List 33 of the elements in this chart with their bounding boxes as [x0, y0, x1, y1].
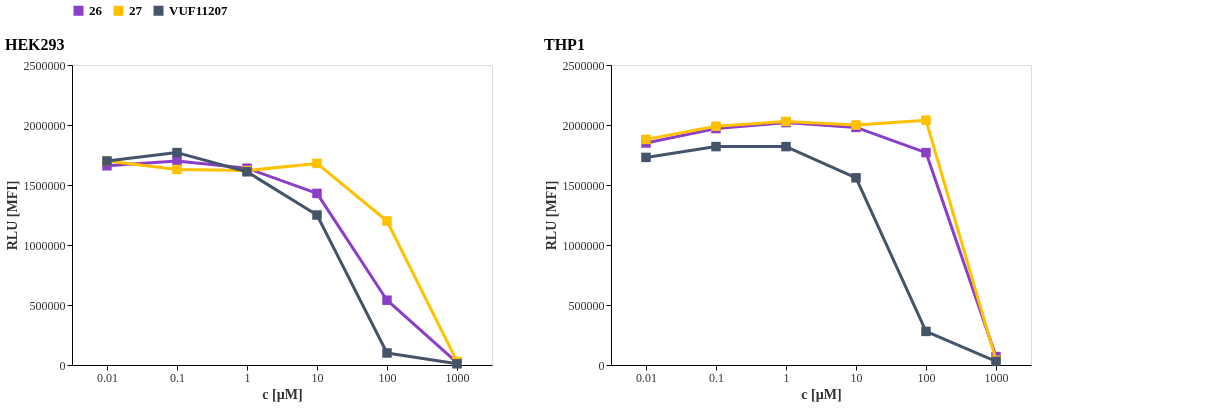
- y-axis-title: RLU [MFI]: [4, 180, 20, 251]
- x-tick-label: 0.1: [709, 370, 724, 385]
- x-tick-label: 0.1: [170, 370, 185, 385]
- x-tick-label: 1000: [984, 370, 1009, 385]
- chart-title: THP1: [544, 36, 585, 53]
- y-tick-label: 2500000: [562, 58, 605, 73]
- x-axis-title: c [µM]: [801, 386, 842, 402]
- x-tick-label: 0.01: [636, 370, 657, 385]
- x-tick-label: 1: [244, 370, 251, 385]
- legend-label: 26: [89, 2, 103, 18]
- x-axis-title: c [µM]: [262, 386, 303, 402]
- x-tick-label: 1000: [445, 370, 470, 385]
- x-tick-label: 0.01: [97, 370, 118, 385]
- y-tick-label: 2000000: [562, 118, 605, 133]
- legend-label: VUF11207: [169, 2, 228, 18]
- x-tick-label: 10: [850, 370, 863, 385]
- y-tick-label: 1500000: [562, 178, 605, 193]
- x-tick-label: 100: [378, 370, 397, 385]
- legend-label: 27: [129, 2, 143, 18]
- x-tick-label: 10: [311, 370, 324, 385]
- x-tick-label: 100: [917, 370, 936, 385]
- y-tick-label: 2000000: [23, 118, 66, 133]
- y-tick-label: 2500000: [23, 58, 66, 73]
- y-tick-label: 1500000: [23, 178, 66, 193]
- y-tick-label: 0: [598, 358, 605, 373]
- y-tick-label: 1000000: [562, 238, 605, 253]
- y-tick-label: 500000: [29, 298, 66, 313]
- chart-title: HEK293: [5, 36, 65, 53]
- y-tick-label: 500000: [568, 298, 605, 313]
- x-tick-label: 1: [783, 370, 790, 385]
- y-tick-label: 1000000: [23, 238, 66, 253]
- y-tick-label: 0: [59, 358, 66, 373]
- y-axis-title: RLU [MFI]: [543, 180, 559, 251]
